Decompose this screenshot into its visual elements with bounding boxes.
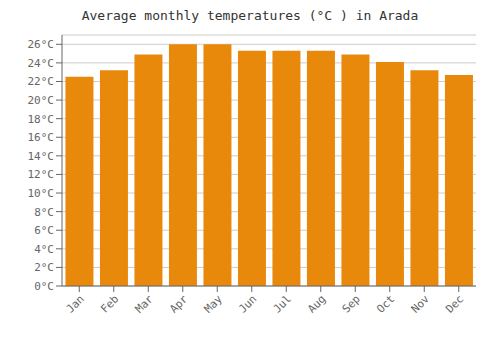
svg-text:24°C: 24°C bbox=[28, 57, 55, 70]
svg-text:Oct: Oct bbox=[374, 292, 397, 315]
svg-text:Dec: Dec bbox=[443, 292, 466, 315]
svg-text:4°C: 4°C bbox=[34, 243, 54, 256]
svg-text:26°C: 26°C bbox=[28, 38, 55, 51]
svg-text:Jan: Jan bbox=[64, 292, 87, 315]
svg-text:14°C: 14°C bbox=[28, 150, 55, 163]
svg-text:16°C: 16°C bbox=[28, 131, 55, 144]
svg-text:8°C: 8°C bbox=[34, 206, 54, 219]
svg-text:12°C: 12°C bbox=[28, 168, 55, 181]
svg-text:10°C: 10°C bbox=[28, 187, 55, 200]
svg-text:Sep: Sep bbox=[340, 292, 363, 315]
svg-text:Aug: Aug bbox=[305, 292, 328, 315]
svg-text:20°C: 20°C bbox=[28, 94, 55, 107]
svg-text:2°C: 2°C bbox=[34, 261, 54, 274]
svg-text:Apr: Apr bbox=[167, 292, 191, 316]
svg-text:Jun: Jun bbox=[236, 292, 259, 315]
svg-text:6°C: 6°C bbox=[34, 224, 54, 237]
svg-text:0°C: 0°C bbox=[34, 280, 54, 293]
svg-text:Nov: Nov bbox=[409, 292, 433, 316]
svg-text:18°C: 18°C bbox=[28, 113, 55, 126]
svg-text:Jul: Jul bbox=[271, 292, 294, 315]
svg-text:Mar: Mar bbox=[133, 292, 157, 316]
svg-text:22°C: 22°C bbox=[28, 75, 55, 88]
html-text:Average monthly temperatures (: Average monthly temperatures (°C ) in Ar… bbox=[81, 8, 419, 23]
svg-text:May: May bbox=[202, 292, 226, 316]
svg-text:Feb: Feb bbox=[98, 292, 121, 315]
